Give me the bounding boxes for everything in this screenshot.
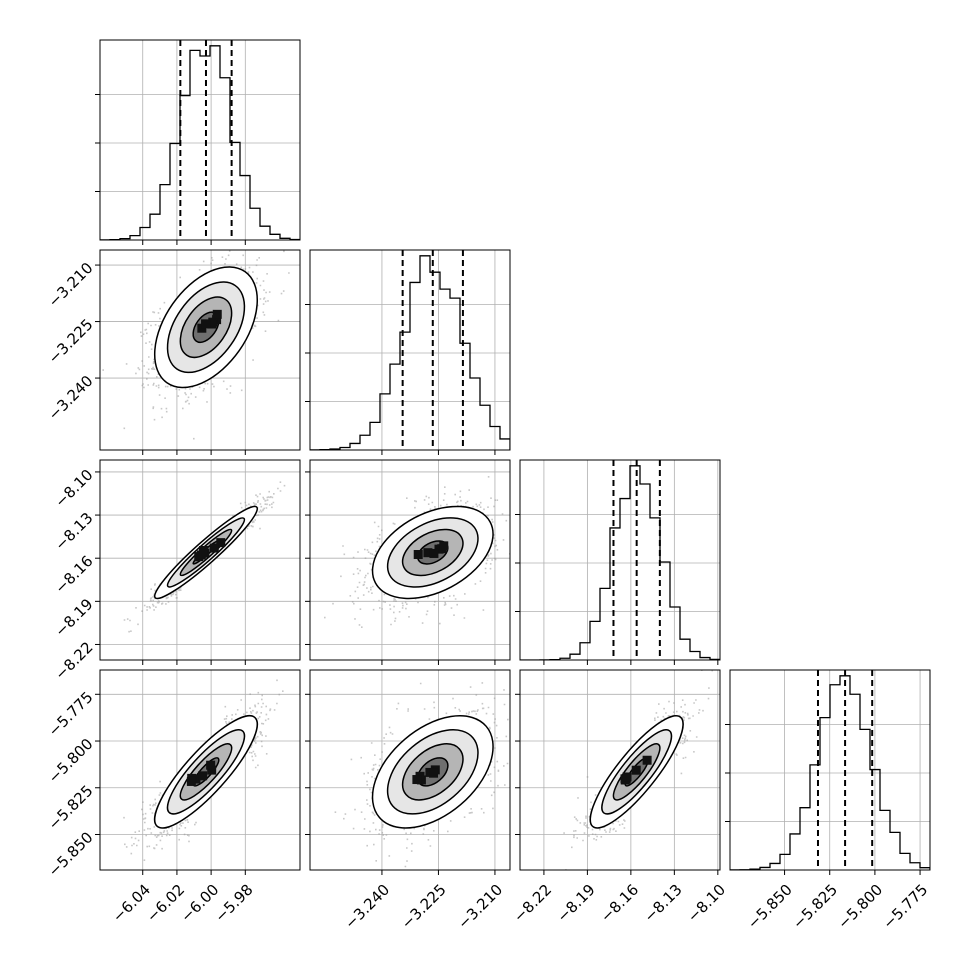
density-core [186,776,196,786]
y-tick-label: −5.775 [45,688,97,740]
histogram-3 [730,675,930,870]
x-tick-label: −8.22 [510,881,555,926]
x-tick-label: −8.16 [597,881,642,926]
density-core [412,775,422,785]
density-core [201,319,211,329]
y-tick-label: −5.850 [45,828,97,880]
density-core [212,309,222,319]
y-tick-label: −8.10 [51,466,96,511]
density-core [429,768,439,778]
panel-3-1-content [310,670,510,870]
axes-frame [309,249,511,451]
panel-0-0 [95,39,301,245]
density-core [642,755,652,765]
y-tick-label: −5.825 [45,782,97,834]
axes-frame [519,669,721,871]
x-tick-label: −5.825 [789,881,841,933]
x-tick-label: −5.775 [879,881,931,933]
density-core [207,319,217,329]
x-tick-label: −8.10 [684,881,729,926]
panel-1-1-content [310,250,510,450]
panel-1-0: −3.210−3.225−3.240 [45,249,301,455]
density-core [429,548,439,558]
panel-3-0-content [100,670,300,870]
density-core [198,545,208,555]
panel-3-2-content [520,670,720,870]
density-core [622,772,632,782]
x-tick-label: −6.04 [109,881,154,926]
panel-3-2: −8.22−8.19−8.16−8.13−8.10 [510,669,729,926]
axes-frame [309,459,511,661]
axes-frame [99,249,301,451]
histogram-1 [310,255,510,450]
panel-2-0: −8.10−8.13−8.16−8.19−8.22 [51,459,301,684]
x-tick-label: −5.850 [744,881,796,933]
y-tick-label: −8.19 [51,595,96,640]
density-core [216,538,226,548]
panel-2-2-content [520,460,720,660]
panel-2-2 [515,459,721,665]
axes-frame [99,669,301,871]
x-tick-label: −3.240 [341,881,393,933]
y-tick-label: −8.22 [51,638,96,683]
y-tick-label: −5.800 [45,735,97,787]
panel-2-1 [305,459,511,665]
panel-3-0: −6.04−6.02−6.00−5.98 −5.775−5.800−5.825−5… [45,669,301,926]
panel-3-1: −3.240 −3.225 −3.210 [305,669,511,933]
axes-frame [519,459,721,661]
density-core [198,771,208,781]
y-tick-label: −3.240 [45,372,97,424]
axes-frame [309,669,511,871]
x-tick-label: −5.98 [211,881,256,926]
y-tick-label: −3.210 [45,259,97,311]
x-tick-label: −6.00 [177,881,222,926]
density-core [439,541,449,551]
density-core [207,765,217,775]
x-tick-label: −5.800 [834,881,886,933]
density-core [631,765,641,775]
density-core [206,760,216,770]
x-tick-label: −6.02 [143,881,188,926]
panel-1-0-content [100,250,300,450]
panel-2-1-content [310,460,510,660]
panel-3-3: −5.850−5.825−5.800−5.775 [725,669,931,933]
histogram-0 [100,45,300,240]
x-tick-label: −8.19 [553,881,598,926]
density-core [423,548,433,558]
axes-frame [99,39,301,241]
panel-0-0-content [100,40,300,240]
x-tick-label: −3.225 [398,881,450,933]
density-core [413,550,423,560]
y-tick-label: −8.13 [51,509,96,554]
x-tick-label: −3.210 [454,881,506,933]
density-core [209,543,219,553]
y-tick-label: −3.225 [45,315,97,367]
x-tick-label: −8.13 [640,881,685,926]
y-tick-label: −8.16 [51,552,96,597]
panel-2-0-content [100,460,300,660]
axes-frame [99,459,301,661]
panel-3-3-content [730,670,930,870]
panel-1-1 [305,249,511,455]
